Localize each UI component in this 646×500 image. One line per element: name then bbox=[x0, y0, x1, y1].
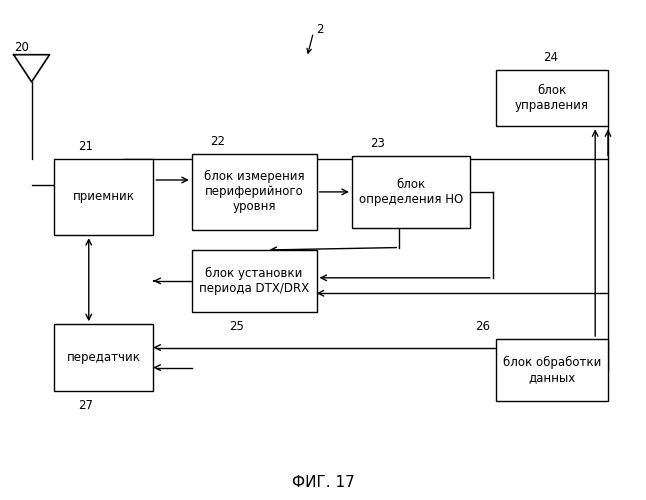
Text: 22: 22 bbox=[210, 134, 225, 147]
Text: блок обработки
данных: блок обработки данных bbox=[503, 356, 601, 384]
Text: приемник: приемник bbox=[72, 190, 134, 203]
FancyBboxPatch shape bbox=[496, 70, 608, 126]
Polygon shape bbox=[14, 54, 50, 82]
Text: 26: 26 bbox=[475, 320, 490, 333]
Text: блок
управления: блок управления bbox=[515, 84, 589, 112]
Text: 27: 27 bbox=[79, 399, 94, 412]
Text: 2: 2 bbox=[317, 24, 324, 36]
Text: блок
определения НО: блок определения НО bbox=[359, 178, 463, 206]
Text: передатчик: передатчик bbox=[67, 351, 141, 364]
Text: блок измерения
периферийного
уровня: блок измерения периферийного уровня bbox=[204, 170, 304, 214]
Text: 21: 21 bbox=[79, 140, 94, 152]
FancyBboxPatch shape bbox=[192, 250, 317, 312]
Text: 25: 25 bbox=[229, 320, 244, 333]
Text: 24: 24 bbox=[543, 50, 558, 64]
FancyBboxPatch shape bbox=[192, 154, 317, 230]
FancyBboxPatch shape bbox=[54, 158, 153, 235]
FancyBboxPatch shape bbox=[352, 156, 470, 228]
Text: ФИГ. 17: ФИГ. 17 bbox=[291, 475, 355, 490]
FancyBboxPatch shape bbox=[54, 324, 153, 391]
Text: блок установки
периода DTX/DRX: блок установки периода DTX/DRX bbox=[199, 267, 309, 295]
FancyBboxPatch shape bbox=[496, 339, 608, 401]
Text: 20: 20 bbox=[15, 41, 30, 54]
Text: 23: 23 bbox=[370, 137, 385, 150]
